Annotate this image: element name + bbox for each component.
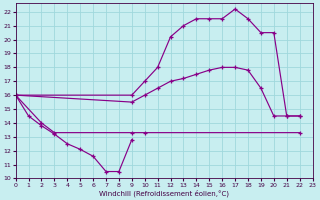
X-axis label: Windchill (Refroidissement éolien,°C): Windchill (Refroidissement éolien,°C) [99,189,229,197]
